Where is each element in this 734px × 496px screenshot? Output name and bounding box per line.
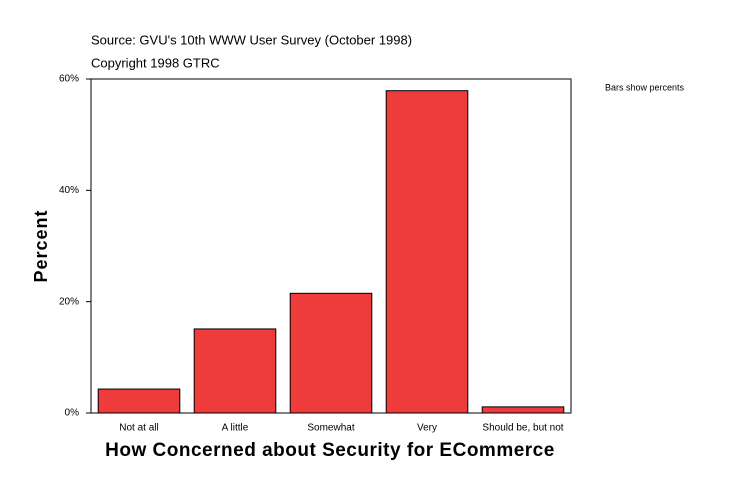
y-tick-label: 20% <box>59 296 79 307</box>
x-tick-label: Somewhat <box>307 423 354 434</box>
subtitle: Source: GVU's 10th WWW User Survey (Octo… <box>91 32 412 47</box>
x-tick-label: Should be, but not <box>482 423 563 434</box>
x-axis-label: How Concerned about Security for ECommer… <box>105 440 555 461</box>
bar <box>193 328 277 414</box>
bar <box>97 388 181 414</box>
y-tick-label: 0% <box>65 408 80 419</box>
bar <box>289 292 373 414</box>
y-axis-label: Percent <box>31 209 51 282</box>
bar <box>481 406 565 414</box>
y-tick-label: 40% <box>59 185 79 196</box>
x-tick-label: A little <box>222 423 249 434</box>
x-tick-label: Very <box>417 423 437 434</box>
y-tick-label: 60% <box>59 74 79 85</box>
x-tick-label: Not at all <box>119 423 158 434</box>
bar <box>385 90 469 414</box>
annotation: Bars show percents <box>605 82 685 92</box>
copyright: Copyright 1998 GTRC <box>91 55 220 70</box>
